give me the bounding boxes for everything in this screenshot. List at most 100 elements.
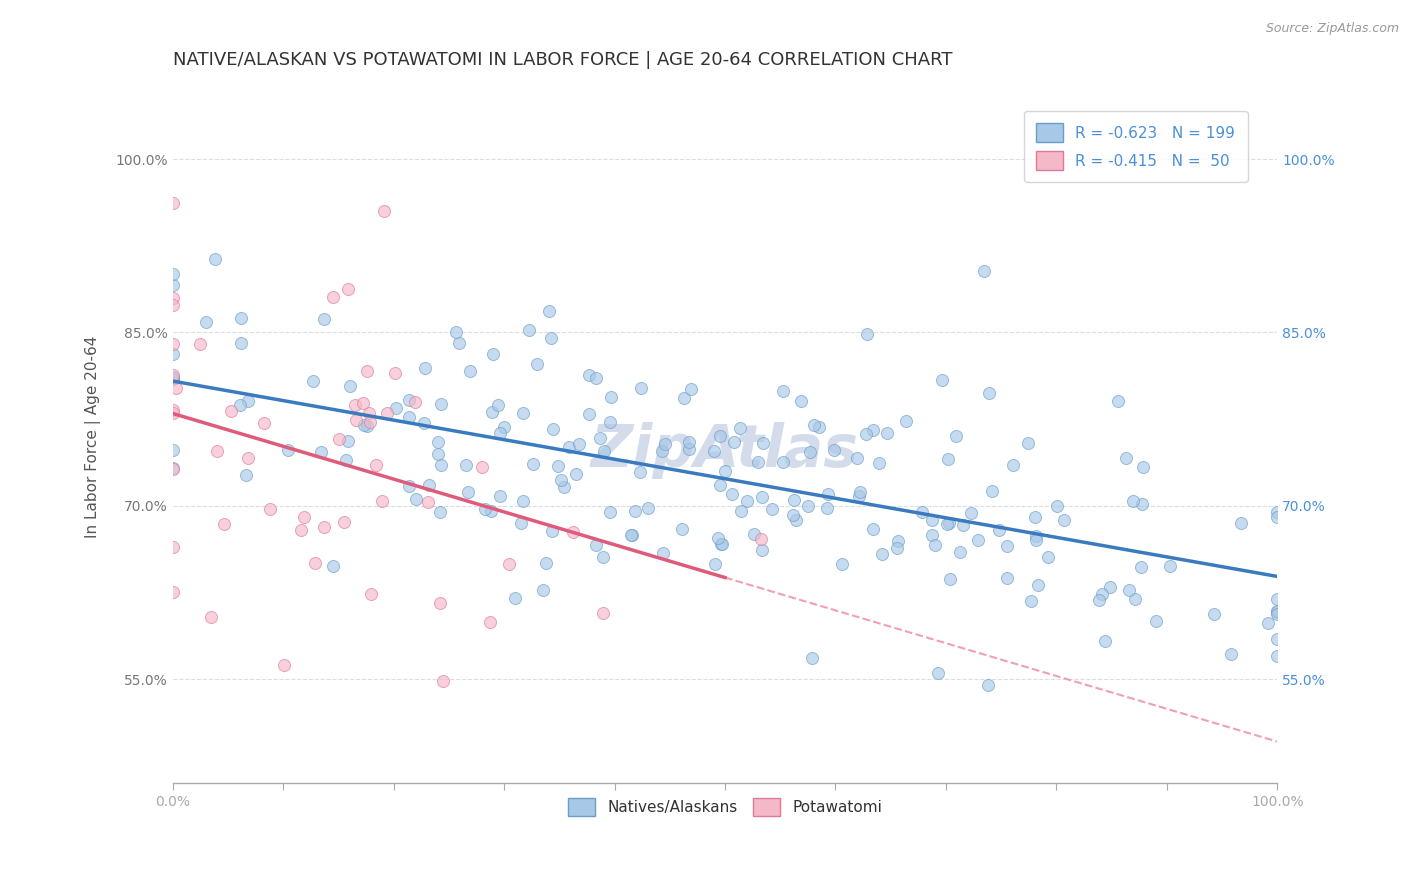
Point	[1265, 632, 1288, 646]
Point	[730, 503, 752, 517]
Point	[290, 524, 312, 538]
Point	[195, 315, 218, 329]
Point	[304, 556, 326, 570]
Point	[1091, 587, 1114, 601]
Point	[457, 484, 479, 499]
Point	[503, 591, 526, 605]
Point	[1230, 516, 1253, 530]
Point	[547, 458, 569, 473]
Point	[1257, 616, 1279, 631]
Point	[783, 492, 806, 507]
Point	[564, 467, 586, 482]
Point	[562, 524, 585, 539]
Point	[785, 512, 807, 526]
Point	[398, 479, 420, 493]
Point	[207, 443, 229, 458]
Point	[578, 368, 600, 382]
Point	[706, 531, 728, 545]
Point	[384, 366, 406, 380]
Point	[204, 252, 226, 266]
Point	[714, 464, 737, 478]
Point	[405, 492, 427, 507]
Point	[980, 483, 1002, 498]
Point	[404, 395, 426, 409]
Point	[162, 372, 184, 386]
Point	[848, 485, 870, 500]
Point	[486, 398, 509, 412]
Point	[862, 423, 884, 437]
Point	[1204, 607, 1226, 622]
Text: Source: ZipAtlas.com: Source: ZipAtlas.com	[1265, 22, 1399, 36]
Point	[973, 263, 995, 277]
Point	[652, 546, 675, 560]
Point	[995, 571, 1018, 585]
Point	[761, 502, 783, 516]
Point	[162, 370, 184, 384]
Point	[1132, 459, 1154, 474]
Point	[1088, 592, 1111, 607]
Point	[620, 527, 643, 541]
Point	[952, 518, 974, 533]
Point	[162, 368, 184, 383]
Text: NATIVE/ALASKAN VS POTAWATOMI IN LABOR FORCE | AGE 20-64 CORRELATION CHART: NATIVE/ALASKAN VS POTAWATOMI IN LABOR FO…	[173, 51, 952, 69]
Point	[1001, 458, 1024, 473]
Point	[723, 435, 745, 450]
Point	[751, 533, 773, 547]
Point	[945, 429, 967, 443]
Point	[772, 384, 794, 398]
Point	[531, 583, 554, 598]
Point	[1053, 513, 1076, 527]
Point	[259, 502, 281, 516]
Point	[312, 312, 335, 326]
Point	[454, 458, 477, 472]
Point	[1017, 435, 1039, 450]
Point	[277, 442, 299, 457]
Point	[481, 404, 503, 418]
Point	[360, 587, 382, 601]
Point	[479, 503, 502, 517]
Point	[429, 458, 451, 472]
Point	[977, 678, 1000, 692]
Point	[162, 369, 184, 384]
Point	[471, 459, 494, 474]
Point	[1265, 505, 1288, 519]
Point	[312, 519, 335, 533]
Point	[651, 443, 673, 458]
Point	[162, 406, 184, 420]
Point	[494, 420, 516, 434]
Point	[162, 278, 184, 293]
Point	[344, 412, 367, 426]
Point	[630, 381, 652, 395]
Point	[212, 516, 235, 531]
Point	[162, 291, 184, 305]
Point	[432, 674, 454, 689]
Point	[589, 431, 612, 445]
Point	[429, 596, 451, 610]
Point	[353, 417, 375, 432]
Point	[446, 325, 468, 339]
Point	[385, 401, 408, 416]
Point	[936, 516, 959, 531]
Point	[339, 378, 361, 392]
Point	[333, 516, 356, 530]
Point	[855, 327, 877, 342]
Point	[1144, 614, 1167, 628]
Point	[429, 505, 451, 519]
Point	[541, 524, 564, 539]
Y-axis label: In Labor Force | Age 20-64: In Labor Force | Age 20-64	[86, 335, 101, 538]
Point	[356, 364, 378, 378]
Point	[541, 422, 564, 436]
Point	[359, 415, 381, 429]
Point	[938, 516, 960, 530]
Point	[479, 615, 502, 629]
Point	[887, 534, 910, 549]
Point	[489, 489, 512, 503]
Point	[550, 474, 572, 488]
Point	[910, 505, 932, 519]
Point	[522, 457, 544, 471]
Point	[747, 454, 769, 468]
Point	[782, 508, 804, 523]
Point	[188, 336, 211, 351]
Point	[585, 538, 607, 552]
Point	[364, 458, 387, 472]
